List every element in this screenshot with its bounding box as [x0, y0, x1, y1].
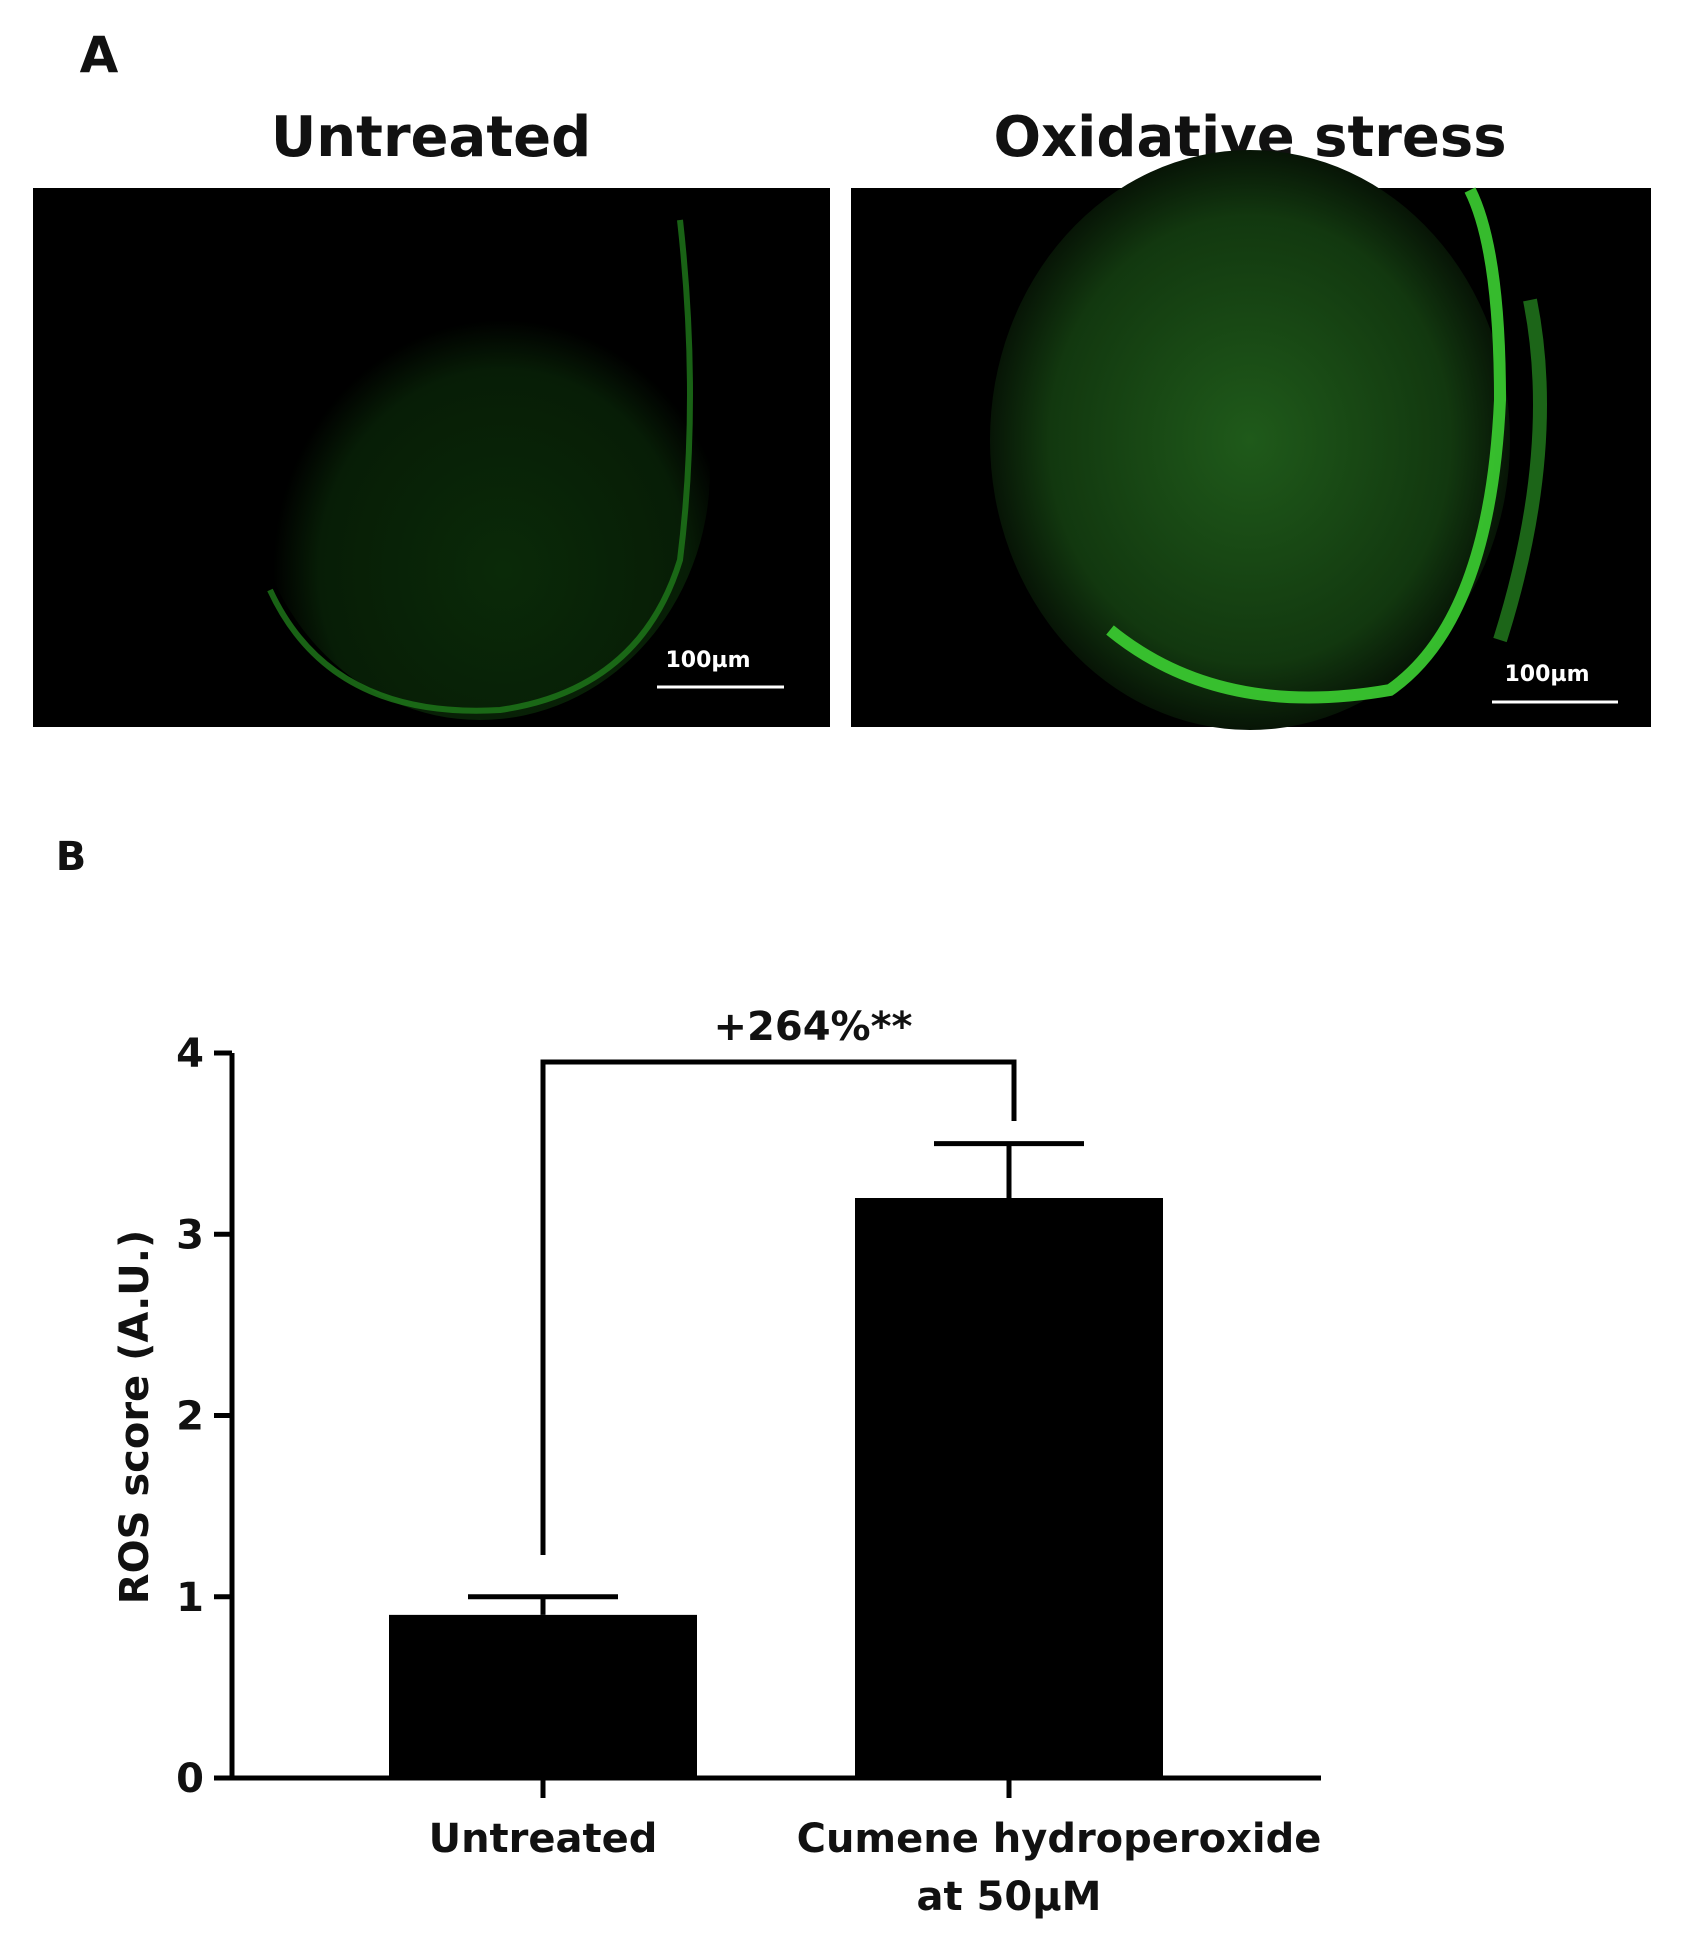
- y-axis-label: ROS score (A.U.): [112, 1230, 158, 1604]
- scale-bar-label: 100µm: [665, 648, 750, 673]
- micrograph: 100µm: [851, 150, 1651, 730]
- x-tick-label: Cumene hydroperoxide: [797, 1816, 1322, 1862]
- bar: [855, 1198, 1163, 1778]
- bar: [389, 1614, 697, 1778]
- annotation: +264%**: [714, 1004, 913, 1050]
- panel-label: A: [80, 26, 119, 84]
- y-tick-label: 1: [176, 1575, 204, 1621]
- image-title: Untreated: [271, 105, 591, 170]
- scale-bar-label: 100µm: [1504, 662, 1589, 687]
- y-tick-label: 0: [176, 1756, 204, 1802]
- significance-bracket: [540, 1059, 1017, 1555]
- micrograph: 100µm: [33, 188, 830, 727]
- x-tick-label: at 50µM: [917, 1874, 1102, 1920]
- y-tick-label: 2: [176, 1394, 204, 1440]
- y-tick-label: 4: [176, 1031, 204, 1077]
- panel-label: B: [56, 834, 87, 880]
- y-tick-label: 3: [176, 1212, 204, 1258]
- x-tick-label: Untreated: [429, 1816, 658, 1862]
